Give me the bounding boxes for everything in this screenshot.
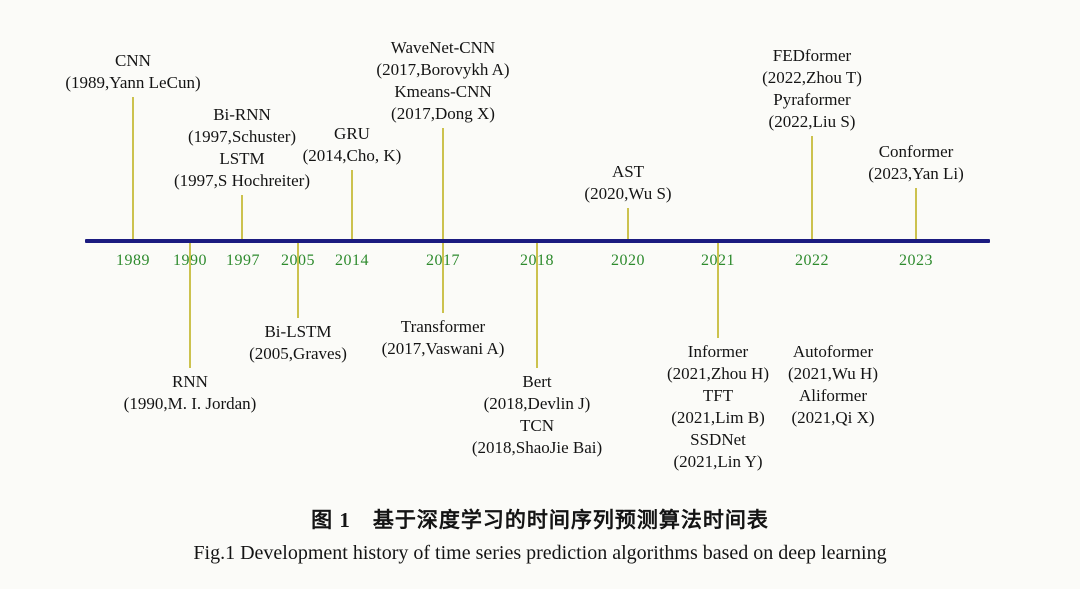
- event-text-line: Bi-RNN: [213, 105, 271, 124]
- year-label-2023: 2023: [899, 252, 933, 269]
- figure-caption: 图 1 基于深度学习的时间序列预测算法时间表 Fig.1 Development…: [0, 504, 1080, 565]
- tick-line-bert-tcn-2018: [536, 243, 538, 368]
- event-label-wavenet-kmeans-2017: WaveNet-CNN (2017,Borovykh A) Kmeans-CNN (2…: [376, 37, 509, 125]
- year-label-2022: 2022: [795, 252, 829, 269]
- caption-chinese: 图 1 基于深度学习的时间序列预测算法时间表: [311, 508, 769, 532]
- year-label-1997: 1997: [226, 252, 260, 269]
- event-text-line: (2021,Lin Y): [673, 452, 763, 471]
- event-label-fedformer-pyraformer-2022: FEDformer (2022,Zhou T) Pyraformer (2022,Li…: [762, 45, 862, 133]
- event-text-line: (2014,Cho, K): [302, 146, 402, 165]
- tick-line-fedformer-pyraformer-2022: [811, 136, 813, 239]
- event-label-gru-2014: GRU (2014,Cho, K): [303, 123, 402, 167]
- event-label-conformer-2023: Conformer (2023,Yan Li): [868, 141, 964, 185]
- event-text-line: (2021,Lim B): [671, 408, 765, 427]
- event-text-line: (2017,Vaswani A): [381, 339, 505, 358]
- event-text-line: (1997,Schuster): [187, 127, 297, 146]
- tick-line-gru-2014: [351, 170, 353, 239]
- tick-line-ast-2020: [627, 208, 629, 239]
- event-text-line: (2022,Liu S): [768, 112, 856, 131]
- year-label-1989: 1989: [116, 252, 150, 269]
- event-text-line: TCN: [519, 416, 554, 435]
- event-text-line: (2020,Wu S): [584, 184, 672, 203]
- event-text-line: WaveNet-CNN: [390, 38, 496, 57]
- event-label-rnn-1990: RNN (1990,M. I. Jordan): [124, 371, 257, 415]
- event-label-informer-tft-ssdnet-2021: Informer (2021,Zhou H) TFT (2021,Lim B) SSDN…: [667, 341, 769, 473]
- year-label-2014: 2014: [335, 252, 369, 269]
- event-label-bilstm-2005: Bi-LSTM (2005,Graves): [249, 321, 347, 365]
- event-text-line: CNN: [115, 51, 151, 70]
- tick-line-birnn-lstm-1997: [241, 195, 243, 239]
- event-text-line: TFT: [702, 386, 734, 405]
- event-label-cnn-1989: CNN (1989,Yann LeCun): [65, 50, 200, 94]
- tick-line-wavenet-kmeans-2017: [442, 128, 444, 239]
- event-text-line: (2021,Wu H): [788, 364, 878, 383]
- event-text-line: (2022,Zhou T): [762, 68, 862, 87]
- caption-english: Fig.1 Development history of time series…: [193, 542, 887, 564]
- event-text-line: (2005,Graves): [249, 344, 347, 363]
- event-text-line: (1990,M. I. Jordan): [123, 394, 257, 413]
- year-label-2020: 2020: [611, 252, 645, 269]
- event-label-transformer-2017: Transformer (2017,Vaswani A): [382, 316, 505, 360]
- event-text-line: Informer: [687, 342, 749, 361]
- event-label-birnn-lstm-1997: Bi-RNN (1997,Schuster) LSTM (1997,S Hochrei…: [174, 104, 310, 192]
- event-text-line: (2018,Devlin J): [483, 394, 591, 413]
- event-text-line: (2018,ShaoJie Bai): [471, 438, 603, 457]
- tick-line-cnn-1989: [132, 97, 134, 239]
- event-text-line: Transformer: [400, 317, 486, 336]
- event-text-line: SSDNet: [690, 430, 746, 449]
- tick-line-rnn-1990: [189, 243, 191, 368]
- event-text-line: FEDformer: [772, 46, 852, 65]
- event-text-line: (2021,Zhou H): [667, 364, 769, 383]
- timeline-canvas: 1989199019972005201420172018202020212022…: [65, 37, 990, 473]
- event-text-line: (2023,Yan Li): [868, 164, 964, 183]
- event-text-line: GRU: [334, 124, 370, 143]
- event-text-line: Conformer: [878, 142, 954, 161]
- event-text-line: (2017,Dong X): [391, 104, 495, 123]
- tick-line-conformer-2023: [915, 188, 917, 239]
- timeline-axis: [85, 239, 990, 243]
- event-text-line: Bi-LSTM: [264, 322, 332, 341]
- event-label-bert-tcn-2018: Bert (2018,Devlin J) TCN (2018,ShaoJie Bai): [472, 371, 602, 459]
- event-text-line: Bert: [522, 372, 552, 391]
- event-label-autoformer-aliformer-2021: Autoformer (2021,Wu H) Aliformer (2021,Qi X…: [788, 341, 878, 429]
- event-text-line: RNN: [172, 372, 208, 391]
- tick-line-bilstm-2005: [297, 243, 299, 318]
- event-text-line: Aliformer: [799, 386, 867, 405]
- event-text-line: (2017,Borovykh A): [376, 60, 510, 79]
- event-text-line: (2021,Qi X): [791, 408, 875, 427]
- event-text-line: Pyraformer: [773, 90, 851, 109]
- event-text-line: LSTM: [219, 149, 265, 168]
- event-label-ast-2020: AST (2020,Wu S): [584, 161, 671, 205]
- tick-line-transformer-2017: [442, 243, 444, 313]
- event-text-line: Autoformer: [792, 342, 874, 361]
- tick-line-informer-tft-ssdnet-2021: [717, 243, 719, 338]
- event-text-line: (1989,Yann LeCun): [65, 73, 201, 92]
- event-text-line: Kmeans-CNN: [394, 82, 492, 101]
- event-text-line: AST: [611, 162, 645, 181]
- event-text-line: (1997,S Hochreiter): [174, 171, 310, 190]
